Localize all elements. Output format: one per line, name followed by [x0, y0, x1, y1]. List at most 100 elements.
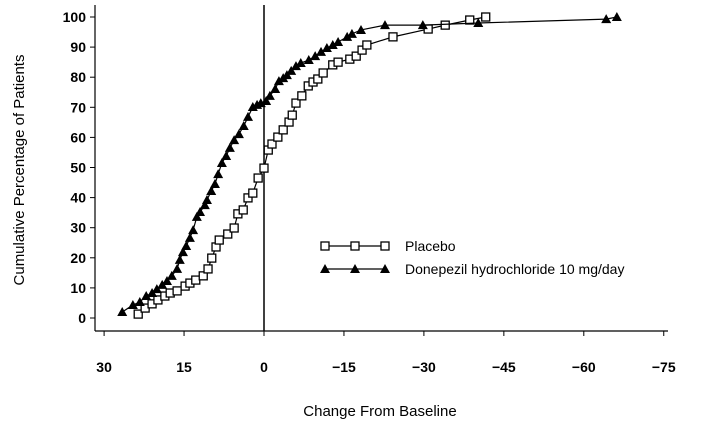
placebo-series [133, 12, 491, 319]
data-point [379, 20, 390, 30]
y-tick-label: 10 [70, 280, 86, 296]
data-point [601, 14, 612, 24]
data-point [229, 223, 239, 233]
data-point [313, 74, 323, 84]
data-point [134, 297, 145, 307]
data-point [273, 76, 284, 86]
data-point [362, 40, 372, 50]
data-point [481, 12, 491, 22]
data-point [238, 205, 248, 215]
legend-marker [350, 241, 360, 251]
x-tick-label: −60 [572, 359, 596, 375]
data-point [333, 57, 343, 67]
data-point [177, 247, 188, 257]
data-point [248, 188, 258, 198]
data-point [229, 135, 240, 145]
data-point [191, 211, 202, 221]
legend-marker [320, 264, 330, 273]
data-point [303, 55, 314, 65]
data-point [253, 173, 263, 183]
x-tick-label: 0 [260, 359, 268, 375]
data-point [388, 32, 398, 42]
y-tick-label: 30 [70, 220, 86, 236]
data-point [295, 58, 306, 68]
data-point [166, 270, 177, 280]
data-point [278, 125, 288, 135]
donepezil-series [117, 12, 622, 316]
legend-label: Placebo [405, 238, 456, 254]
data-point [188, 225, 199, 235]
data-point [191, 275, 201, 285]
data-point [216, 157, 227, 167]
data-point [273, 132, 283, 142]
x-tick-label: −30 [412, 359, 436, 375]
data-point [199, 200, 210, 210]
data-point [267, 139, 277, 149]
data-point [238, 120, 249, 130]
data-point [417, 20, 428, 30]
data-point [287, 110, 297, 120]
data-point [291, 98, 301, 108]
data-point [270, 83, 281, 93]
data-point [321, 43, 332, 53]
x-axis-label: Change From Baseline [303, 403, 456, 420]
data-point [327, 39, 338, 49]
data-point [261, 95, 272, 105]
y-tick-label: 20 [70, 250, 86, 266]
data-point [184, 232, 195, 242]
data-point [318, 68, 328, 78]
data-point [133, 309, 143, 319]
x-tick-label: 15 [176, 359, 192, 375]
data-point [181, 241, 192, 251]
data-point [198, 271, 208, 281]
data-point [209, 179, 220, 189]
y-tick-label: 0 [78, 310, 86, 326]
legend-marker [320, 241, 330, 251]
data-point [206, 185, 217, 195]
data-point [259, 163, 269, 173]
y-tick-label: 80 [70, 69, 86, 85]
legend: Placebo Donepezil hydrochloride 10 mg/day [320, 238, 624, 277]
x-tick-label: −75 [652, 359, 676, 375]
data-point [161, 275, 172, 285]
data-point [233, 129, 244, 139]
data-point [213, 169, 224, 179]
data-point [223, 229, 233, 239]
data-point [141, 291, 152, 301]
data-point [333, 36, 344, 46]
ticks: 0 10 20 30 40 50 60 70 80 90 100 30 15 0 −15 −30 −45 −60 −… [63, 9, 676, 375]
data-point [346, 28, 357, 38]
legend-item: Placebo [320, 238, 456, 254]
legend-marker [380, 264, 390, 273]
data-point [310, 51, 321, 61]
series-group [117, 12, 622, 319]
y-tick-label: 50 [70, 160, 86, 176]
y-tick-label: 40 [70, 190, 86, 206]
legend-marker [380, 241, 390, 251]
data-point [290, 61, 301, 71]
y-tick-label: 90 [70, 39, 86, 55]
data-point [195, 207, 206, 217]
x-tick-label: −45 [492, 359, 516, 375]
y-tick-label: 70 [70, 99, 86, 115]
data-point [214, 235, 224, 245]
data-point [172, 286, 182, 296]
y-tick-label: 100 [63, 9, 87, 25]
data-point [207, 253, 217, 263]
x-tick-label: 30 [96, 359, 112, 375]
data-point [440, 20, 450, 30]
legend-marker [350, 264, 360, 273]
legend-label: Donepezil hydrochloride 10 mg/day [405, 261, 624, 277]
data-point [286, 65, 297, 75]
data-point [465, 15, 475, 25]
data-point [117, 306, 128, 316]
x-tick-label: −15 [332, 359, 356, 375]
data-point [157, 279, 168, 289]
y-axis-label: Cumulative Percentage of Patients [11, 55, 28, 286]
data-point [203, 264, 213, 274]
legend-item: Donepezil hydrochloride 10 mg/day [320, 261, 624, 277]
data-point [224, 142, 235, 152]
y-tick-label: 60 [70, 129, 86, 145]
